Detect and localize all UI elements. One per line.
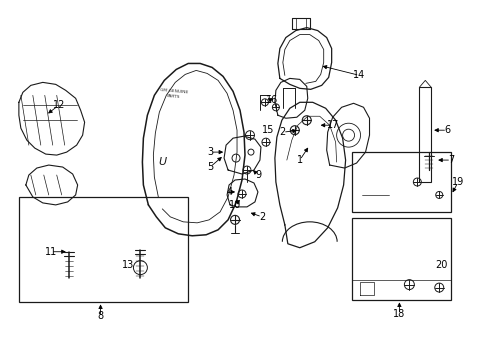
Text: 18: 18 — [392, 310, 405, 319]
Text: 15: 15 — [261, 125, 274, 135]
Text: 4: 4 — [226, 187, 233, 197]
Bar — [351, 218, 450, 300]
Text: 2: 2 — [258, 212, 264, 222]
Text: 10: 10 — [228, 200, 241, 210]
Text: 20: 20 — [434, 260, 447, 270]
Text: 17: 17 — [326, 120, 338, 130]
Text: 12: 12 — [52, 100, 65, 110]
Text: 19: 19 — [451, 177, 463, 187]
Text: 7: 7 — [447, 155, 453, 165]
Text: 11: 11 — [44, 247, 57, 257]
Text: 9: 9 — [254, 170, 261, 180]
Text: 2: 2 — [279, 127, 285, 137]
Text: 8: 8 — [97, 311, 103, 321]
Text: GM GENUINE
PARTS: GM GENUINE PARTS — [159, 89, 188, 99]
Text: 13: 13 — [122, 260, 134, 270]
Bar — [351, 152, 450, 212]
Text: 6: 6 — [443, 125, 449, 135]
Text: 16: 16 — [265, 95, 278, 105]
Text: 1: 1 — [296, 155, 302, 165]
Bar — [19, 197, 188, 302]
Text: U: U — [158, 157, 166, 167]
Text: 14: 14 — [353, 71, 365, 80]
Bar — [419, 87, 430, 182]
Text: 3: 3 — [206, 147, 213, 157]
Text: 5: 5 — [206, 162, 213, 172]
